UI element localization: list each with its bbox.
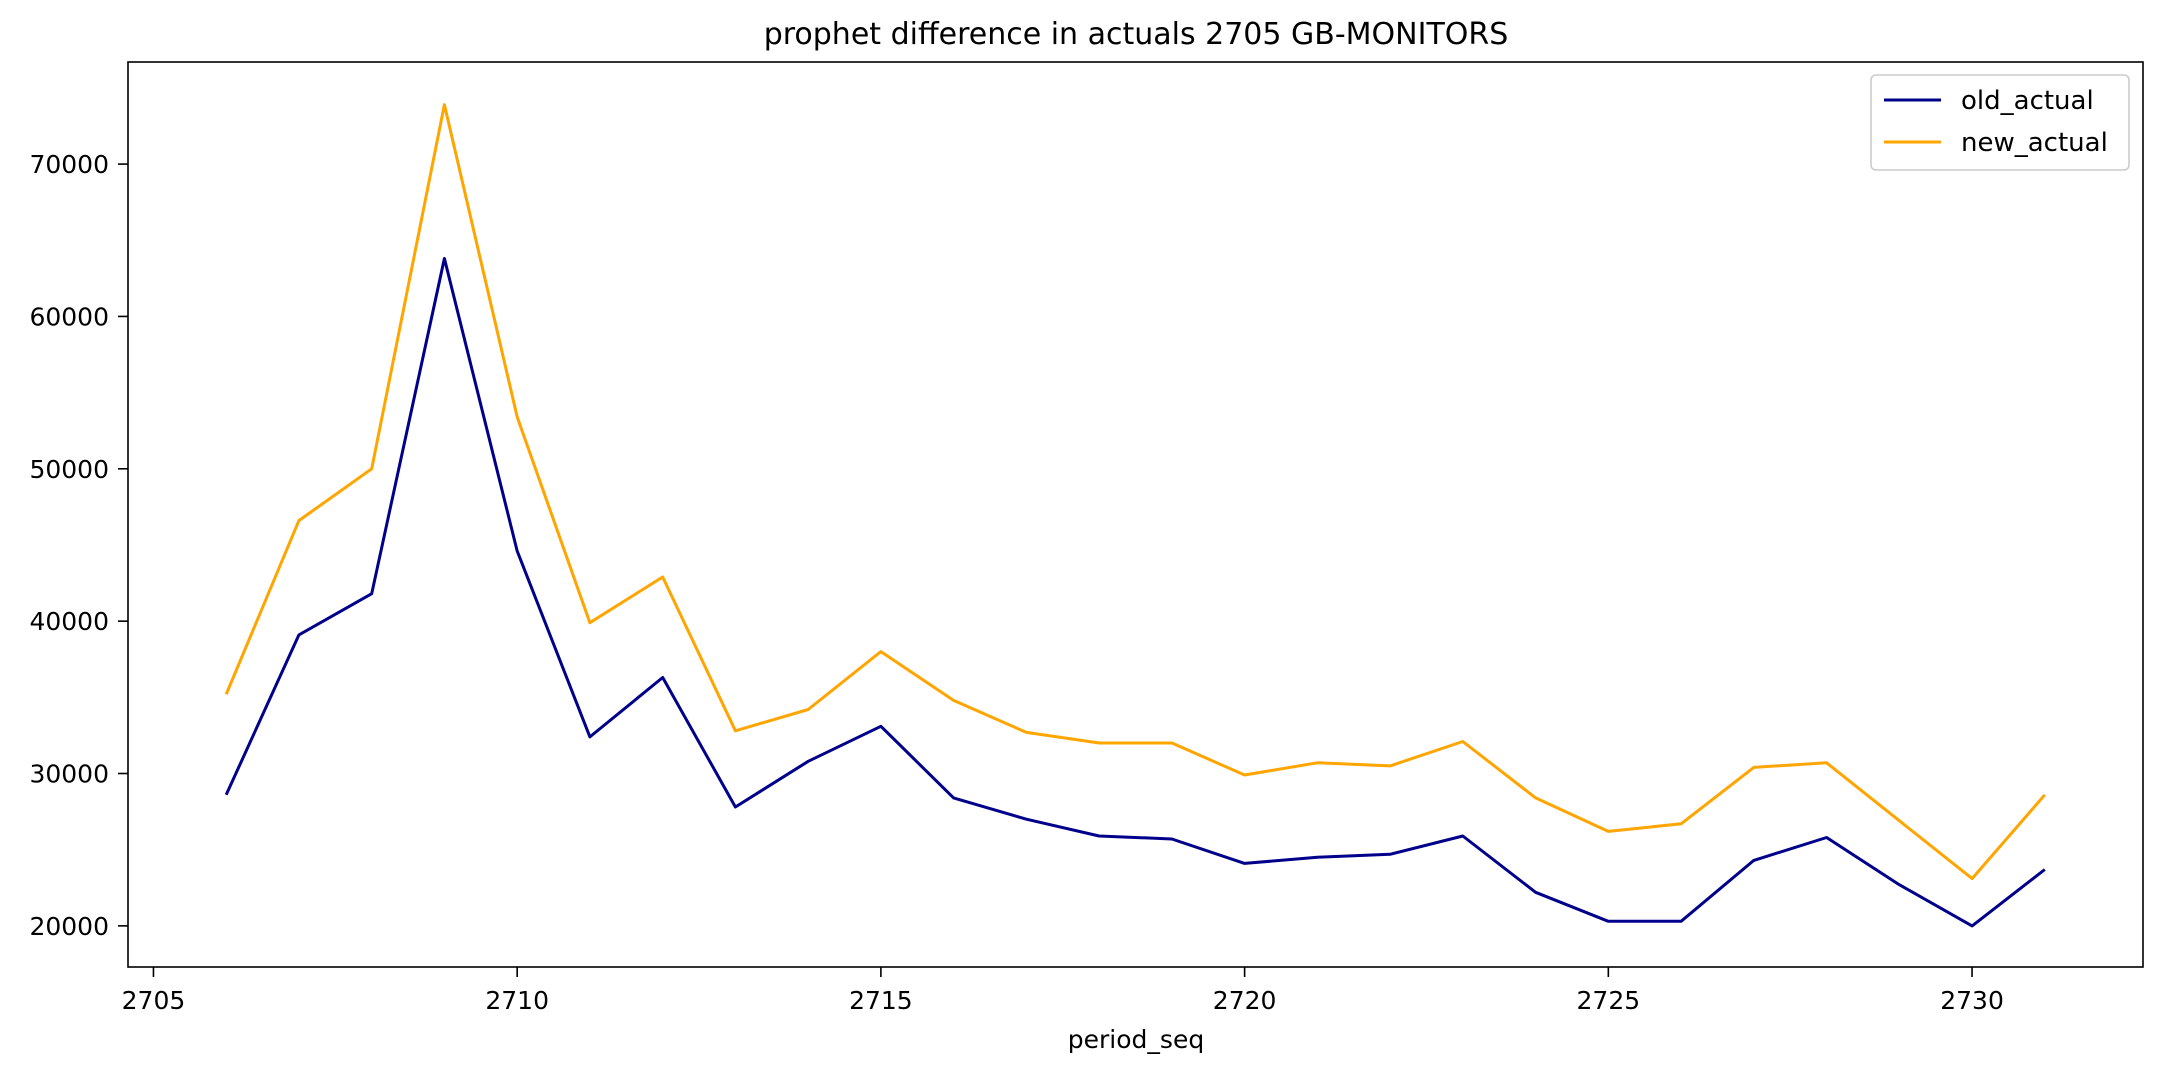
y-tick-label: 60000 — [29, 302, 109, 331]
x-tick-label: 2715 — [849, 986, 913, 1015]
series-line-old-actual — [224, 257, 2046, 928]
legend-label-old-actual: old_actual — [1961, 86, 2094, 116]
legend-label-new-actual: new_actual — [1961, 128, 2108, 158]
x-tick-label: 2720 — [1213, 986, 1277, 1015]
y-tick-label: 30000 — [29, 760, 109, 789]
y-tick-label: 20000 — [29, 912, 109, 941]
y-tick-label: 50000 — [29, 455, 109, 484]
plot-frame — [127, 61, 2144, 968]
series-layer — [224, 103, 2046, 928]
x-tick-label: 2730 — [1940, 986, 2004, 1015]
series-line-new-actual — [224, 103, 2046, 881]
x-tick-label: 2710 — [485, 986, 549, 1015]
x-tick-label: 2705 — [122, 986, 186, 1015]
x-axis-ticks: 2705 2710 2715 2720 2725 2730 — [122, 967, 2004, 1015]
y-tick-label: 40000 — [29, 607, 109, 636]
x-axis-label: period_seq — [1068, 1025, 1204, 1054]
y-tick-label: 70000 — [29, 150, 109, 179]
x-tick-label: 2725 — [1577, 986, 1641, 1015]
y-axis-ticks: 20000 30000 40000 50000 60000 70000 — [29, 150, 128, 941]
chart-title: prophet difference in actuals 2705 GB-MO… — [764, 17, 1509, 52]
legend: old_actual new_actual — [1870, 74, 2130, 171]
